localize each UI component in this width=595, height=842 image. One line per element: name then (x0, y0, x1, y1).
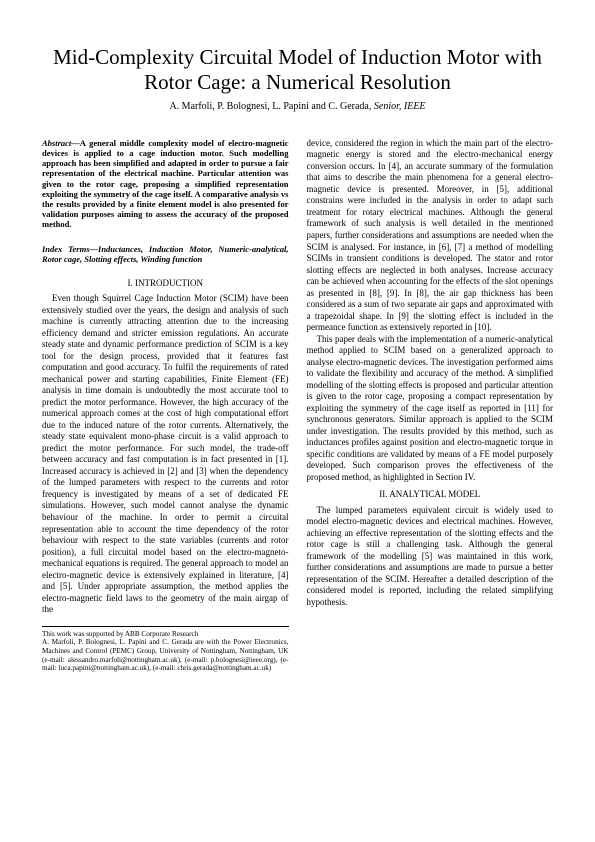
intro-paragraph-1: Even though Squirrel Cage Induction Moto… (42, 293, 289, 615)
abstract-text: A general middle complexity model of ele… (42, 138, 289, 230)
footnote-block: This work was supported by ABB Corporate… (42, 626, 289, 673)
col2-paragraph-2: This paper deals with the implementation… (307, 334, 554, 484)
index-terms-label: Index Terms— (42, 244, 98, 254)
section-2-heading: II. ANALYTICAL MODEL (307, 489, 554, 500)
authors-line: A. Marfoli, P. Bolognesi, L. Papini and … (42, 101, 553, 114)
abstract-label: Abstract— (42, 138, 80, 148)
two-column-layout: Abstract—A general middle complexity mod… (42, 138, 553, 673)
right-column: device, considered the region in which t… (307, 138, 554, 673)
abstract-block: Abstract—A general middle complexity mod… (42, 138, 289, 230)
authors-names: A. Marfoli, P. Bolognesi, L. Papini and … (169, 101, 373, 112)
col2-paragraph-3: The lumped parameters equivalent circuit… (307, 505, 554, 609)
section-1-heading: I. INTRODUCTION (42, 278, 289, 289)
col2-paragraph-1: device, considered the region in which t… (307, 138, 554, 334)
footnote-line-1: This work was supported by ABB Corporate… (42, 630, 289, 639)
left-column: Abstract—A general middle complexity mod… (42, 138, 289, 673)
index-terms-block: Index Terms—Inductances, Induction Motor… (42, 244, 289, 264)
footnote-line-2: A. Marfoli, P. Bolognesi, L. Papini and … (42, 638, 289, 673)
authors-affiliation: Senior, IEEE (374, 101, 426, 112)
paper-title: Mid-Complexity Circuital Model of Induct… (42, 45, 553, 95)
